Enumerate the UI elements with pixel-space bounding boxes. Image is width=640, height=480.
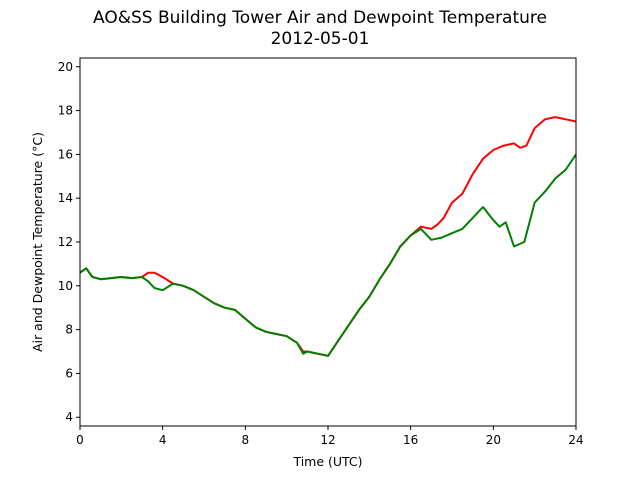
- y-tick-label: 18: [58, 104, 73, 118]
- x-tick-label: 4: [159, 433, 167, 447]
- y-tick-label: 4: [65, 410, 73, 424]
- x-tick-label: 24: [568, 433, 583, 447]
- x-tick-label: 8: [242, 433, 250, 447]
- chart-subtitle: 2012-05-01: [270, 29, 370, 49]
- series-line-2: [79, 153, 577, 357]
- x-tick-label: 20: [486, 433, 501, 447]
- y-tick-label: 12: [58, 235, 73, 249]
- y-axis-label: Air and Dewpoint Temperature (°C): [30, 132, 45, 352]
- x-tick-label: 16: [403, 433, 418, 447]
- y-tick-label: 20: [58, 60, 73, 74]
- y-tick-label: 8: [65, 323, 73, 337]
- chart-title: AO&SS Building Tower Air and Dewpoint Te…: [92, 8, 547, 28]
- x-tick-label: 0: [76, 433, 84, 447]
- y-tick-label: 10: [58, 279, 73, 293]
- x-tick-label: 12: [320, 433, 335, 447]
- y-tick-label: 14: [58, 191, 73, 205]
- series-line-1: [79, 116, 577, 357]
- y-tick-label: 6: [65, 366, 73, 380]
- plot-frame: [79, 57, 577, 427]
- y-tick-label: 16: [58, 147, 73, 161]
- x-axis-label: Time (UTC): [292, 454, 362, 469]
